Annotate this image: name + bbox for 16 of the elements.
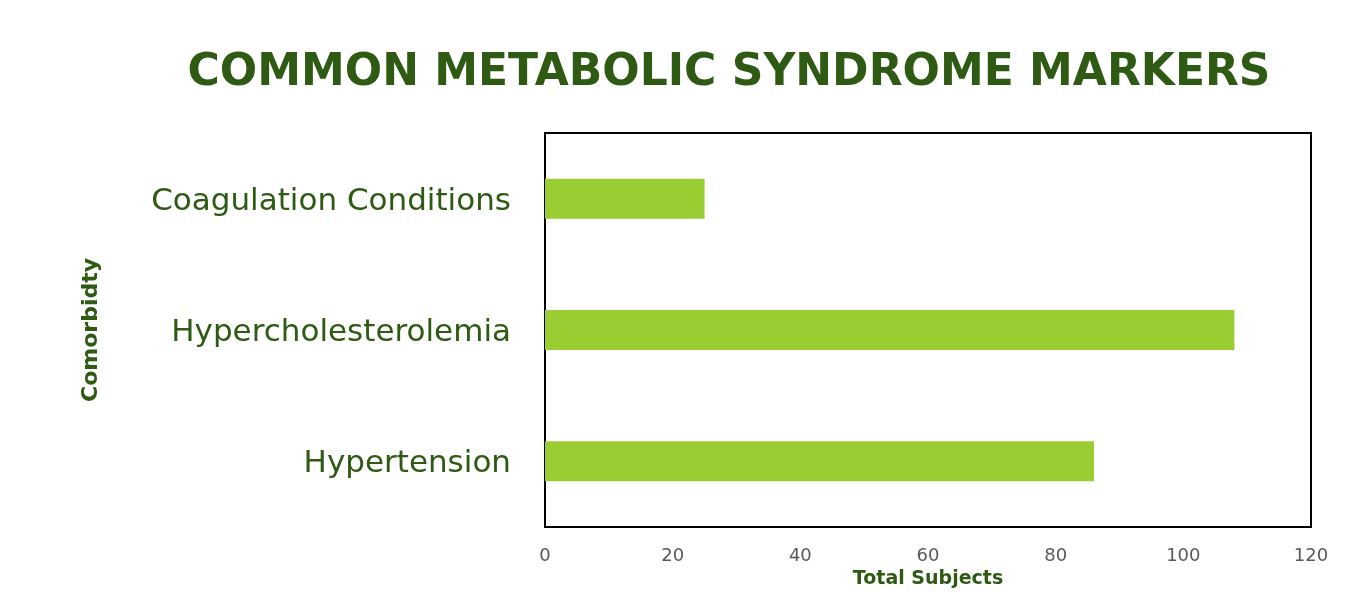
bar (545, 178, 705, 219)
y-tick-label: Hypertension (303, 443, 511, 480)
x-tick-label: 100 (1166, 543, 1201, 565)
x-tick-label: 0 (539, 543, 551, 565)
y-tick-label: Hypercholesterolemia (171, 312, 511, 348)
x-tick-label: 60 (916, 543, 940, 565)
y-axis-title: Comorbidty (76, 257, 102, 403)
bar (545, 310, 1235, 350)
x-tick-label: 80 (1044, 543, 1068, 565)
chart-title: COMMON METABOLIC SYNDROME MARKERS (187, 43, 1271, 95)
y-tick-label: Coagulation Conditions (151, 180, 511, 217)
x-axis-title: Total Subjects (852, 566, 1004, 589)
x-tick-label: 20 (661, 543, 685, 565)
x-tick-label: 40 (788, 543, 812, 565)
bar (545, 441, 1094, 482)
x-tick-label: 120 (1293, 543, 1329, 565)
